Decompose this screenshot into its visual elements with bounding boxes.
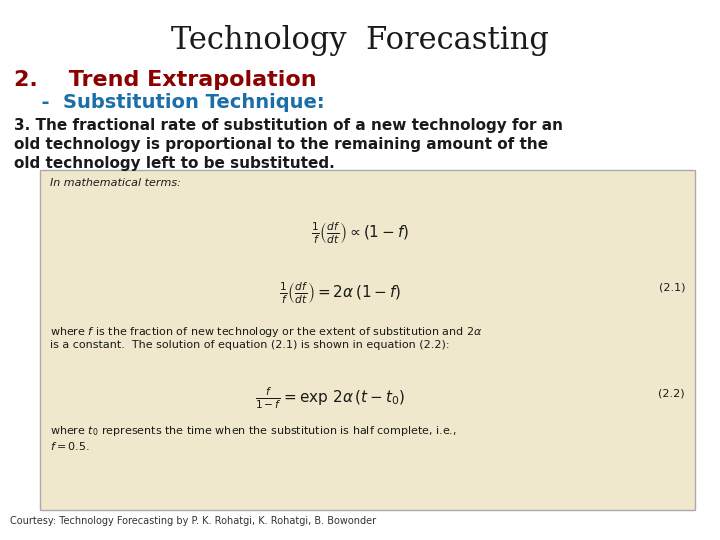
Text: In mathematical terms:: In mathematical terms:: [50, 178, 181, 188]
Text: 2.    Trend Extrapolation: 2. Trend Extrapolation: [14, 70, 317, 90]
Text: Courtesy: Technology Forecasting by P. K. Rohatgi, K. Rohatgi, B. Bowonder: Courtesy: Technology Forecasting by P. K…: [10, 516, 376, 526]
Text: (2.1): (2.1): [659, 283, 685, 293]
Text: where $t_0$ represents the time when the substitution is half complete, i.e.,: where $t_0$ represents the time when the…: [50, 424, 457, 438]
FancyBboxPatch shape: [40, 170, 695, 510]
Text: $\frac{1}{f}\left(\frac{df}{dt}\right) \propto (1-f)$: $\frac{1}{f}\left(\frac{df}{dt}\right) \…: [311, 220, 409, 246]
Text: $\frac{f}{1-f} = \exp\,2\alpha\,(t - t_0)$: $\frac{f}{1-f} = \exp\,2\alpha\,(t - t_0…: [255, 385, 405, 410]
Text: $\frac{1}{f}\left(\frac{df}{dt}\right) = 2\alpha\,(1-f)$: $\frac{1}{f}\left(\frac{df}{dt}\right) =…: [279, 280, 401, 306]
Text: $f=0.5$.: $f=0.5$.: [50, 440, 90, 452]
Text: is a constant.  The solution of equation (2.1) is shown in equation (2.2):: is a constant. The solution of equation …: [50, 340, 449, 350]
Text: old technology left to be substituted.: old technology left to be substituted.: [14, 156, 335, 171]
Text: 3. The fractional rate of substitution of a new technology for an: 3. The fractional rate of substitution o…: [14, 118, 563, 133]
Text: where $f$ is the fraction of new technology or the extent of substitution and $2: where $f$ is the fraction of new technol…: [50, 325, 482, 339]
Text: Technology  Forecasting: Technology Forecasting: [171, 25, 549, 56]
Text: (2.2): (2.2): [658, 388, 685, 398]
Text: -  Substitution Technique:: - Substitution Technique:: [28, 93, 325, 112]
Text: old technology is proportional to the remaining amount of the: old technology is proportional to the re…: [14, 137, 548, 152]
